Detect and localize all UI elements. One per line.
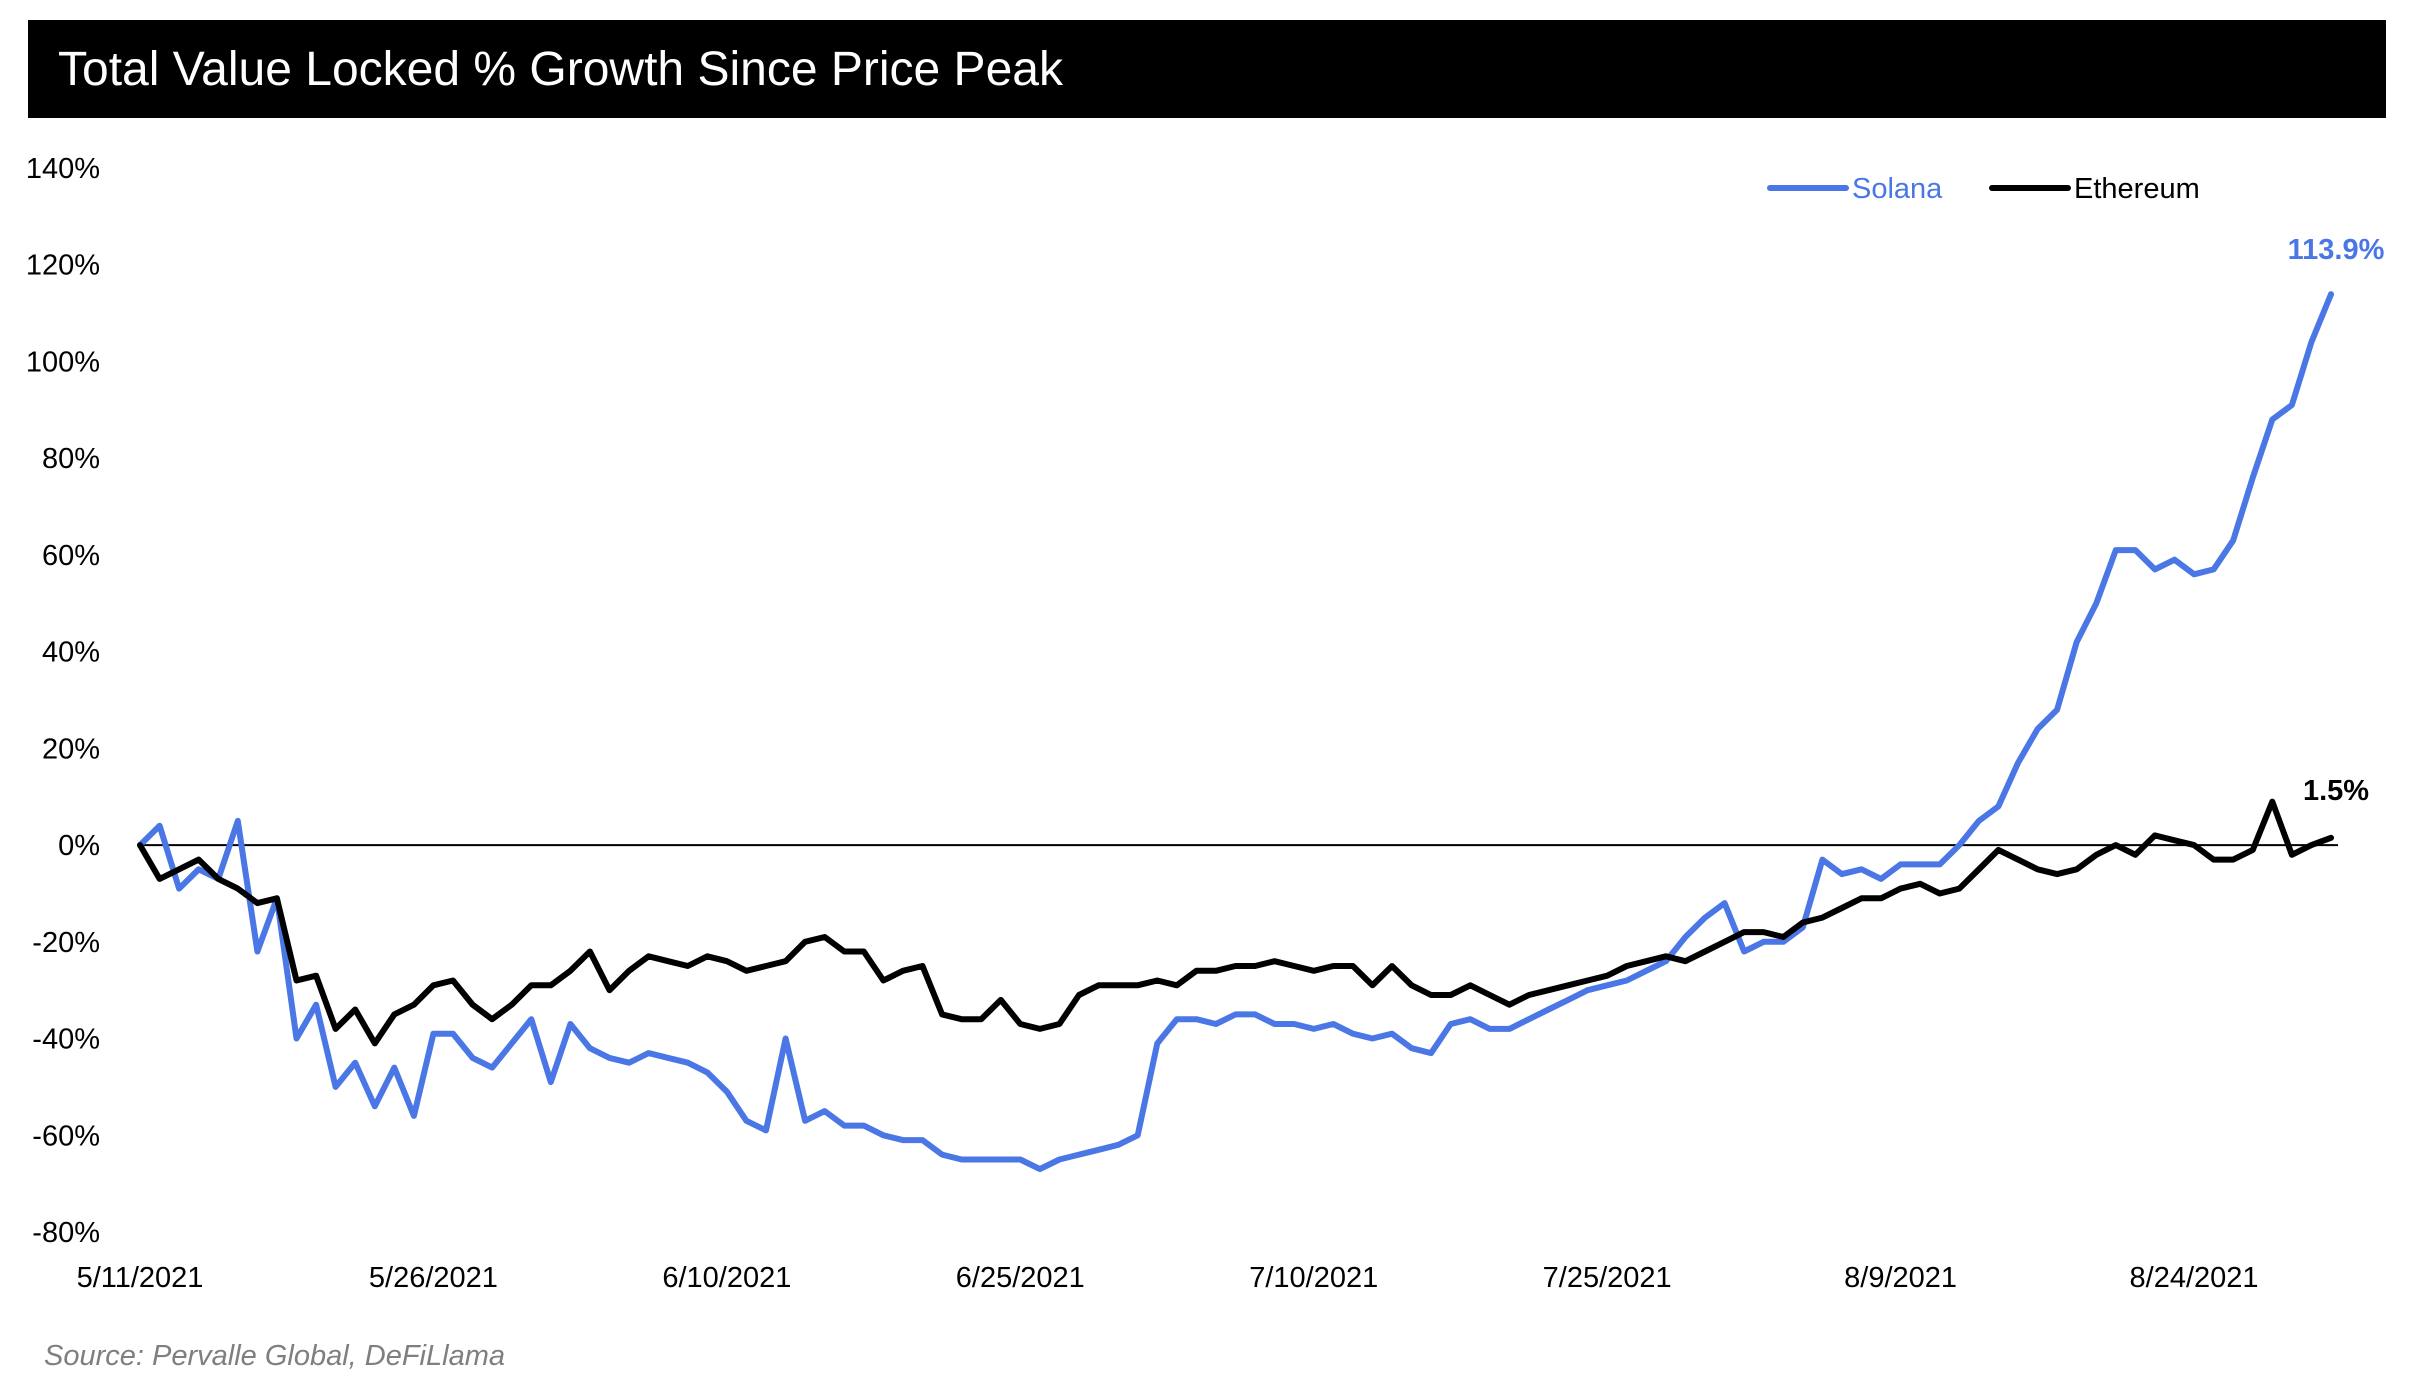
legend-label-ethereum: Ethereum: [2074, 173, 2200, 205]
x-tick-label: 7/10/2021: [1249, 1262, 1378, 1294]
ethereum-end-label: 1.5%: [2303, 775, 2369, 807]
y-tick-label: 0%: [58, 830, 100, 862]
x-tick-label: 6/10/2021: [662, 1262, 791, 1294]
chart-title: Total Value Locked % Growth Since Price …: [58, 43, 1063, 96]
y-tick-label: 140%: [26, 153, 100, 185]
x-tick-label: 8/24/2021: [2130, 1262, 2259, 1294]
x-tick-label: 8/9/2021: [1844, 1262, 1957, 1294]
series-line-solana: [137, 291, 2334, 1173]
y-tick-label: 80%: [42, 443, 100, 475]
y-tick-label: -20%: [32, 927, 100, 959]
y-tick-label: -60%: [32, 1120, 100, 1152]
x-tick-label: 6/25/2021: [956, 1262, 1085, 1294]
y-tick-label: 60%: [42, 540, 100, 572]
x-tick-label: 7/25/2021: [1543, 1262, 1672, 1294]
y-tick-label: -40%: [32, 1024, 100, 1056]
legend-label-solana: Solana: [1852, 173, 1943, 205]
x-tick-label: 5/26/2021: [369, 1262, 498, 1294]
y-tick-label: 40%: [42, 637, 100, 669]
y-tick-label: 20%: [42, 733, 100, 765]
title-bar: Total Value Locked % Growth Since Price …: [28, 20, 2386, 118]
y-tick-label: -80%: [32, 1217, 100, 1249]
source-note: Source: Pervalle Global, DeFiLlama: [44, 1340, 505, 1372]
x-tick-label: 5/11/2021: [77, 1262, 204, 1294]
y-tick-label: 120%: [26, 250, 100, 282]
series-line-ethereum: [137, 798, 2334, 1047]
solana-end-label: 113.9%: [2288, 234, 2385, 266]
y-tick-label: 100%: [26, 346, 100, 378]
